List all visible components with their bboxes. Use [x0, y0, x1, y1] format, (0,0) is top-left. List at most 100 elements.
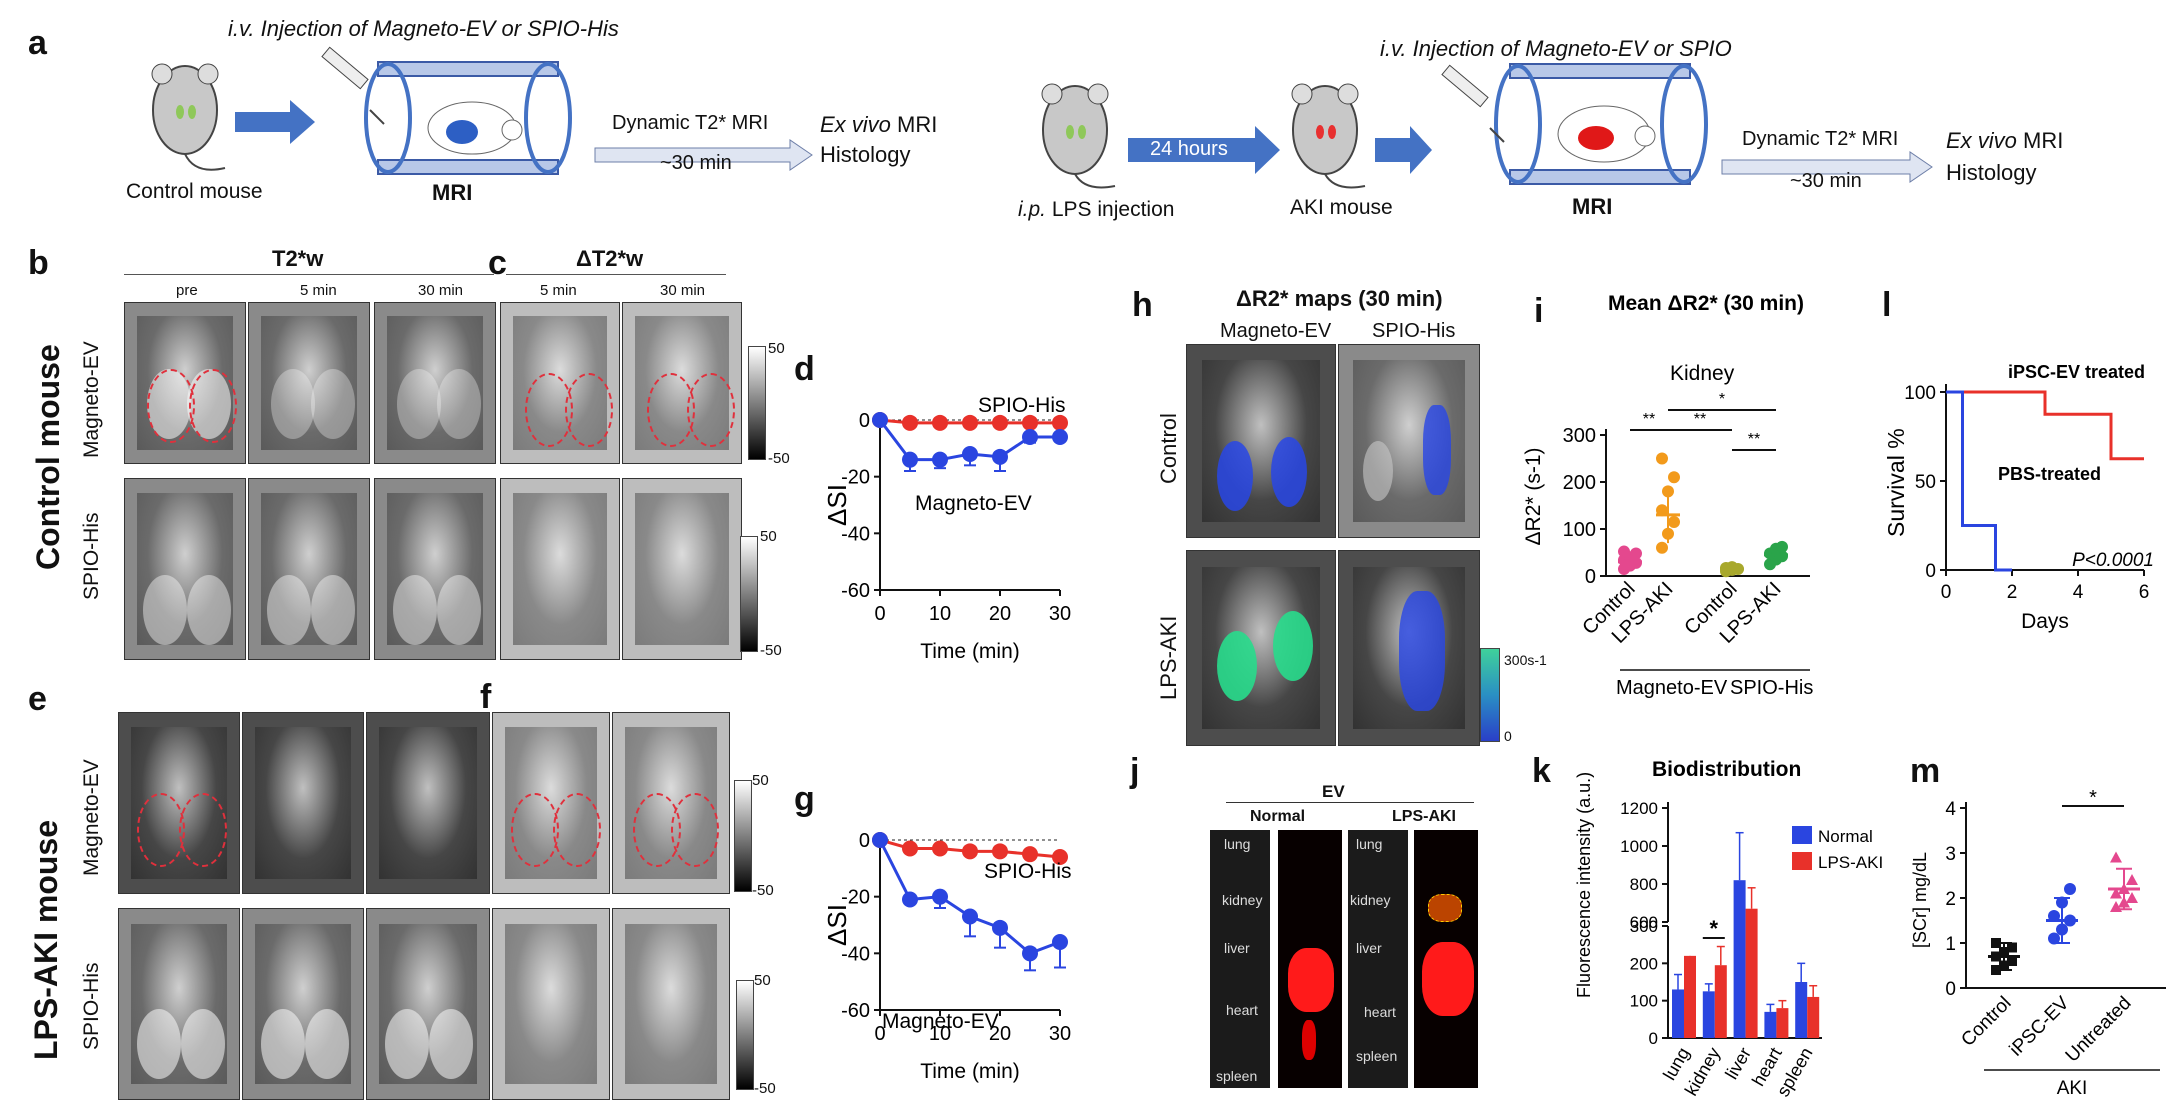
row-label-spio: SPIO-His: [80, 962, 103, 1050]
organ-label: spleen: [1216, 1068, 1258, 1084]
data-point: [1052, 414, 1068, 431]
legend-swatch: [1792, 826, 1812, 844]
mri-image: [248, 478, 370, 660]
dt2w-header: ΔT2*w: [576, 246, 644, 271]
bar: [1745, 908, 1758, 1038]
delta-map-image: [500, 478, 620, 660]
legend-label: LPS-AKI: [1818, 853, 1883, 872]
series-label: SPIO-His: [978, 394, 1066, 417]
organ-image: [1210, 830, 1270, 1088]
data-point: [1052, 429, 1068, 445]
duration-label: ~30 min: [660, 152, 732, 174]
colorbar-min: -50: [752, 882, 774, 899]
colorbar: [1480, 648, 1500, 742]
y-axis-label: Survival %: [1883, 428, 1909, 537]
x-tick-label: Control: [1957, 993, 2015, 1051]
x-tick-label: 4: [2073, 582, 2084, 603]
y-tick-label: -40: [841, 523, 870, 545]
y-axis-label: Fluorescence intensity (a.u.): [1574, 772, 1594, 998]
data-point: [1630, 547, 1642, 560]
data-point: [2110, 887, 2122, 899]
data-point: [962, 843, 978, 860]
data-point: [962, 414, 978, 431]
data-point: [902, 891, 918, 908]
y-tick-label: 1200: [1620, 799, 1658, 818]
y-tick-label: 300: [1563, 425, 1596, 447]
data-point: [1618, 545, 1630, 558]
annotation: P<0.0001: [2072, 550, 2154, 571]
y-tick-label: -60: [841, 1000, 870, 1022]
mri-image: [124, 478, 246, 660]
colorbar: [748, 346, 766, 460]
x-tick-label: 20: [989, 603, 1011, 625]
delta-map-image: [612, 908, 730, 1100]
exvivo-label: Ex vivo MRI: [820, 112, 938, 137]
panel-label-i: i: [1534, 292, 1544, 330]
histology-label: Histology: [820, 142, 911, 167]
colorbar-max: 50: [768, 340, 785, 357]
y-tick-label: 1: [1945, 934, 1956, 955]
panel-label-g: g: [794, 780, 815, 818]
panel-label-l: l: [1882, 286, 1892, 324]
ip-injection-label: i.p. LPS injection: [1018, 198, 1175, 221]
j-title: EV: [1322, 782, 1345, 801]
significance-label: *: [1719, 391, 1725, 408]
row-label-spio: SPIO-His: [80, 512, 103, 600]
r2-map-image: [1186, 344, 1336, 538]
bar: [1714, 965, 1727, 1038]
y-tick-label: -60: [841, 580, 870, 602]
mri-image: [118, 908, 240, 1100]
data-point: [1022, 945, 1038, 962]
y-tick-label: 0: [1925, 561, 1936, 582]
group-label: Magneto-EV: [1616, 677, 1728, 699]
y-tick-label: 100: [1630, 992, 1658, 1011]
y-tick-label: -20: [841, 467, 870, 489]
mri-image: [248, 302, 370, 464]
y-tick-label: 200: [1563, 472, 1596, 494]
data-point: [992, 919, 1008, 936]
chart-title: Mean ΔR2* (30 min): [1608, 292, 1804, 315]
x-tick-label: 6: [2139, 582, 2150, 603]
r2-map-image: [1186, 550, 1336, 746]
y-tick-label: -20: [841, 887, 870, 909]
bar: [1733, 880, 1746, 1038]
legend-swatch: [1792, 852, 1812, 870]
col-5min: 5 min: [300, 282, 337, 299]
mri-scanner-icon: [1494, 63, 1708, 185]
y-tick-label: 4: [1945, 799, 1956, 820]
panel-label-f: f: [480, 678, 492, 716]
data-point: [992, 448, 1008, 465]
panel-label-m: m: [1910, 752, 1941, 790]
mri-image: [374, 478, 496, 660]
data-point: [872, 412, 888, 428]
survival-line: [1946, 390, 2144, 461]
data-point: [2110, 851, 2122, 863]
h-col-spio: SPIO-His: [1372, 320, 1456, 342]
data-point: [1668, 471, 1680, 484]
mri-image: [242, 712, 364, 894]
series-label: PBS-treated: [1998, 464, 2101, 484]
organ-label: kidney: [1222, 892, 1263, 908]
survival-line: [1946, 390, 2012, 572]
y-tick-label: 0: [1585, 566, 1596, 588]
data-point: [1656, 452, 1668, 465]
y-axis-label: ΔSI: [822, 904, 852, 946]
h-col-magneto: Magneto-EV: [1220, 320, 1332, 342]
organ-image: [1348, 830, 1408, 1088]
col-5min: 5 min: [540, 282, 577, 299]
organ-label: liver: [1224, 940, 1250, 956]
y-axis-label: ΔR2* (s-1): [1522, 447, 1545, 545]
mri-label: MRI: [1572, 194, 1613, 219]
colorbar-max: 300s-1: [1504, 652, 1547, 668]
output-arrow-icon: [594, 139, 813, 171]
row-label-magneto: Magneto-EV: [80, 759, 103, 876]
data-point: [1776, 540, 1788, 553]
x-axis-label: Days: [2021, 610, 2069, 633]
exvivo-label: Ex vivo MRI: [1946, 128, 2064, 153]
colorbar-min: -50: [754, 1080, 776, 1097]
x-tick-label: 30: [1049, 1023, 1071, 1045]
mri-image: [118, 712, 240, 894]
chart-subtitle: Kidney: [1670, 362, 1735, 385]
left-injection-title: i.v. Injection of Magneto-EV or SPIO-His: [228, 16, 619, 41]
